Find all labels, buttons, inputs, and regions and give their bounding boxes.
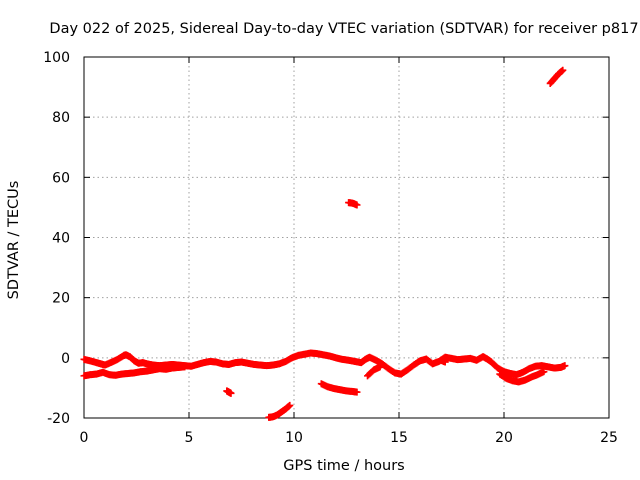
data-point bbox=[376, 363, 384, 371]
x-axis-label: GPS time / hours bbox=[283, 458, 404, 474]
data-point bbox=[286, 401, 294, 409]
y-tick-label: 80 bbox=[52, 110, 70, 126]
x-tick-label: 20 bbox=[495, 430, 513, 446]
x-tick-labels: 0 5 10 15 20 25 bbox=[80, 430, 618, 446]
data-point bbox=[559, 66, 567, 74]
y-tick-labels: -20 0 20 40 60 80 100 bbox=[43, 50, 70, 427]
data-point bbox=[441, 358, 449, 366]
data-point bbox=[353, 388, 361, 396]
y-tick-label: 100 bbox=[43, 50, 70, 66]
y-tick-label: 40 bbox=[52, 231, 70, 247]
data-point bbox=[227, 389, 235, 397]
x-tick-label: 5 bbox=[185, 430, 194, 446]
y-tick-label: -20 bbox=[47, 411, 70, 427]
tick-marks bbox=[83, 56, 610, 419]
data-point bbox=[540, 368, 548, 376]
x-tick-label: 0 bbox=[80, 430, 89, 446]
data-point bbox=[561, 362, 569, 370]
y-axis-label: SDTVAR / TECUs bbox=[6, 181, 22, 300]
x-tick-label: 25 bbox=[600, 430, 618, 446]
data-points bbox=[80, 66, 569, 421]
chart-title: Day 022 of 2025, Sidereal Day-to-day VTE… bbox=[49, 21, 638, 37]
grid-lines bbox=[84, 57, 609, 418]
x-tick-label: 10 bbox=[285, 430, 303, 446]
y-tick-label: 0 bbox=[61, 351, 70, 367]
data-point bbox=[353, 201, 361, 209]
data-point bbox=[181, 363, 189, 371]
y-tick-label: 20 bbox=[52, 291, 70, 307]
x-tick-label: 15 bbox=[390, 430, 408, 446]
y-tick-label: 60 bbox=[52, 170, 70, 186]
